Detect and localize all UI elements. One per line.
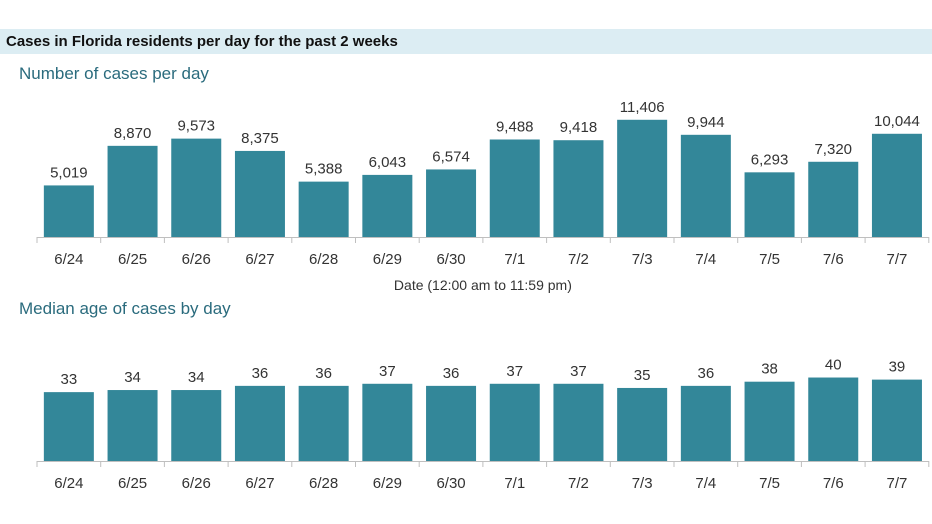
age-x-tick-label: 6/25 <box>118 475 147 492</box>
age-bar <box>43 392 94 461</box>
cases-data-label: 9,944 <box>687 114 725 131</box>
cases-x-tick-label: 7/4 <box>695 251 716 268</box>
age-data-label: 38 <box>761 361 778 378</box>
cases-chart-title: Number of cases per day <box>19 64 209 83</box>
cases-bar <box>43 185 94 237</box>
cases-bar <box>171 138 222 237</box>
cases-data-label: 10,044 <box>874 113 920 130</box>
cases-x-tick-label: 6/27 <box>245 251 274 268</box>
cases-bar <box>808 161 859 237</box>
cases-x-tick-label: 7/3 <box>632 251 653 268</box>
age-data-label: 35 <box>634 367 651 384</box>
cases-data-label: 9,488 <box>496 118 534 135</box>
age-bar <box>298 385 349 461</box>
cases-bar <box>871 133 922 237</box>
cases-bar <box>107 145 158 237</box>
cases-data-label: 9,573 <box>177 118 215 135</box>
cases-bar <box>426 169 477 237</box>
cases-x-tick-label: 7/5 <box>759 251 780 268</box>
age-data-label: 40 <box>825 357 842 374</box>
cases-x-tick-label: 7/2 <box>568 251 589 268</box>
cases-bar <box>744 172 795 237</box>
age-bar <box>553 383 604 461</box>
cases-bar <box>298 181 349 237</box>
age-x-tick-label: 6/24 <box>54 475 83 492</box>
age-data-label: 37 <box>506 363 523 380</box>
age-x-tick-label: 7/5 <box>759 475 780 492</box>
age-x-tick-label: 7/1 <box>504 475 525 492</box>
cases-data-label: 5,388 <box>305 161 343 178</box>
cases-bar <box>489 139 540 237</box>
age-bar <box>871 379 922 461</box>
chart-header-banner: Cases in Florida residents per day for t… <box>0 29 932 54</box>
cases-bar <box>362 174 413 237</box>
page-title: Cases in Florida residents per day for t… <box>6 33 398 50</box>
age-x-tick-label: 7/4 <box>695 475 716 492</box>
age-bar <box>744 381 795 461</box>
age-x-tick-label: 7/7 <box>887 475 908 492</box>
age-data-label: 34 <box>188 369 205 386</box>
cases-data-label: 7,320 <box>814 141 852 158</box>
age-data-label: 36 <box>315 365 332 382</box>
age-x-tick-label: 6/28 <box>309 475 338 492</box>
age-data-label: 39 <box>889 359 906 376</box>
cases-data-label: 6,043 <box>369 154 407 171</box>
age-x-tick-label: 7/3 <box>632 475 653 492</box>
cases-data-label: 11,406 <box>620 99 665 116</box>
age-data-label: 36 <box>252 365 269 382</box>
age-bar <box>107 390 158 461</box>
age-x-tick-label: 6/26 <box>182 475 211 492</box>
age-bar <box>617 387 668 461</box>
cases-x-tick-label: 6/30 <box>436 251 465 268</box>
age-data-label: 34 <box>124 369 141 386</box>
cases-data-label: 6,574 <box>432 148 470 165</box>
age-bar <box>426 385 477 461</box>
cases-data-label: 9,418 <box>560 119 598 136</box>
age-bar <box>808 377 859 461</box>
cases-x-tick-label: 7/1 <box>504 251 525 268</box>
cases-data-label: 6,293 <box>751 151 789 168</box>
age-data-label: 37 <box>570 363 587 380</box>
cases-bar <box>553 140 604 237</box>
age-data-label: 36 <box>443 365 460 382</box>
cases-x-tick-label: 7/6 <box>823 251 844 268</box>
age-x-tick-label: 6/30 <box>436 475 465 492</box>
age-x-tick-label: 7/6 <box>823 475 844 492</box>
cases-x-tick-label: 6/26 <box>182 251 211 268</box>
age-bar <box>362 383 413 461</box>
cases-x-tick-label: 7/7 <box>887 251 908 268</box>
age-bar <box>171 390 222 461</box>
cases-bar <box>617 119 668 237</box>
cases-data-label: 8,870 <box>114 125 152 142</box>
cases-x-tick-label: 6/25 <box>118 251 147 268</box>
age-bar <box>680 385 731 461</box>
cases-x-tick-label: 6/28 <box>309 251 338 268</box>
age-chart-title: Median age of cases by day <box>19 299 231 318</box>
age-data-label: 36 <box>698 365 715 382</box>
cases-data-label: 5,019 <box>50 164 88 181</box>
age-x-tick-label: 6/29 <box>373 475 402 492</box>
cases-x-tick-label: 6/24 <box>54 251 83 268</box>
cases-x-tick-label: 6/29 <box>373 251 402 268</box>
age-x-tick-label: 7/2 <box>568 475 589 492</box>
cases-bar <box>680 134 731 237</box>
age-data-label: 33 <box>61 371 78 388</box>
cases-data-label: 8,375 <box>241 130 279 147</box>
age-bar <box>489 383 540 461</box>
age-data-label: 37 <box>379 363 396 380</box>
cases-x-axis-label: Date (12:00 am to 11:59 pm) <box>394 277 572 293</box>
cases-bar <box>234 150 285 237</box>
age-x-tick-label: 6/27 <box>245 475 274 492</box>
age-bar <box>234 385 285 461</box>
